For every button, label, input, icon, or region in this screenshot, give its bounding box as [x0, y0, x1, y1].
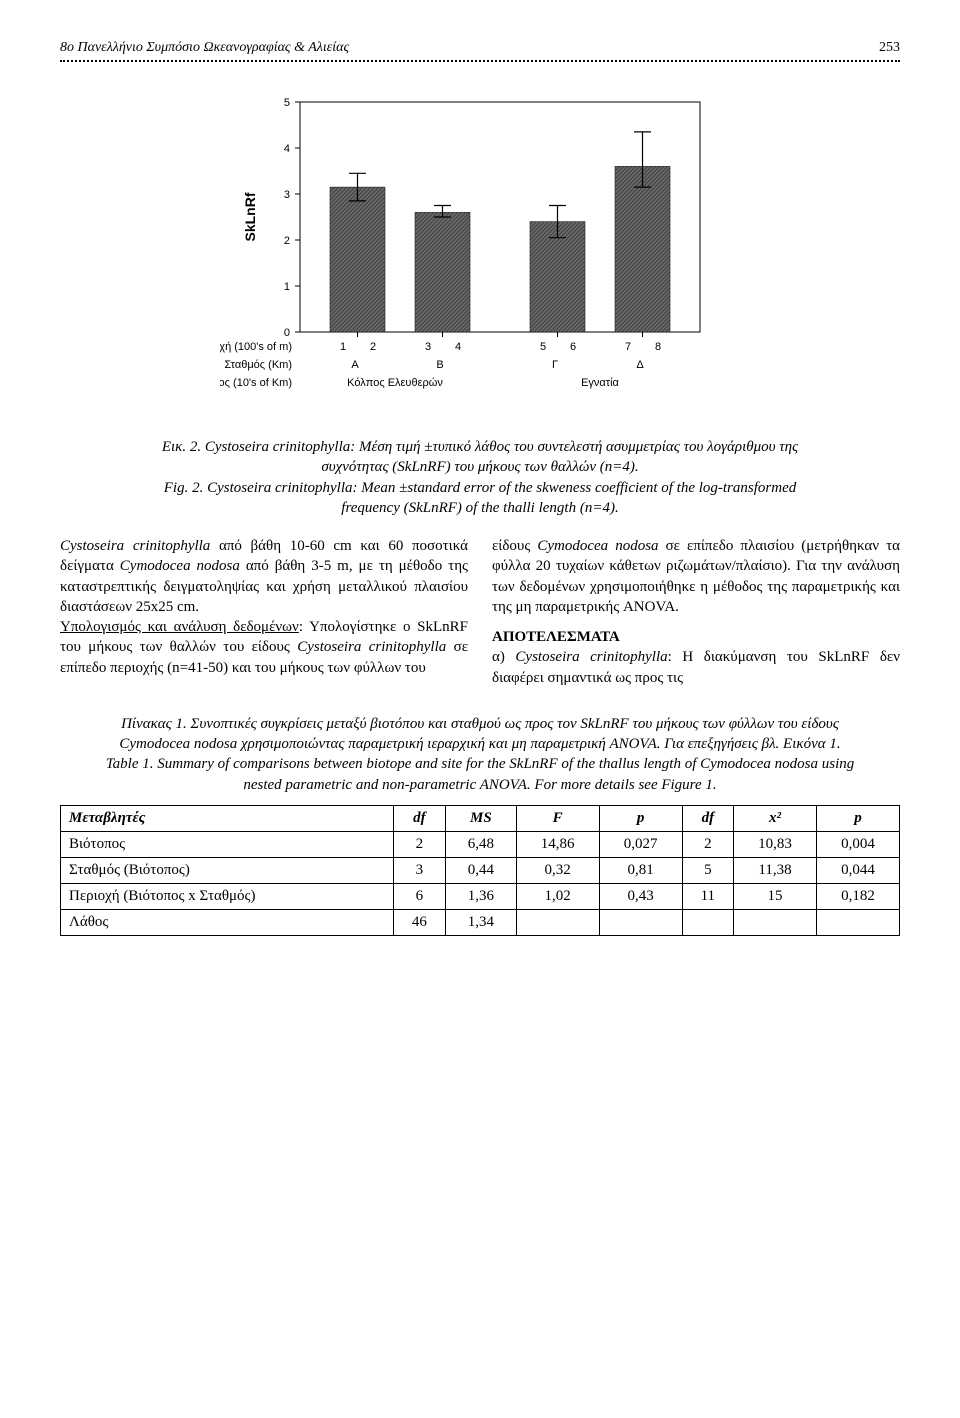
tbl-caption-gr-prefix: Πίνακας 1. — [121, 716, 190, 732]
bar-chart: 0 1 2 3 4 5 SkLnRf Περιοχή (100's of m) … — [60, 92, 900, 427]
page-header: 8ο Πανελλήνιο Συμπόσιο Ωκεανογραφίας & Α… — [60, 40, 900, 62]
left-column: Cystoseira crinitophylla από βάθη 10-60 … — [60, 536, 468, 688]
anova-table: Μεταβλητές df MS F p df x² p Βιότοπος26,… — [60, 805, 900, 936]
svg-text:8: 8 — [655, 341, 661, 353]
y-axis-label: SkLnRf — [242, 192, 258, 241]
svg-text:4: 4 — [284, 143, 290, 155]
svg-text:Β: Β — [436, 359, 443, 371]
fig-caption-en-prefix: Fig. 2. — [164, 480, 207, 496]
svg-text:3: 3 — [284, 189, 290, 201]
table-row: Περιοχή (Βιότοπος x Σταθμός)61,361,020,4… — [61, 883, 900, 909]
table-row: Σταθμός (Βιότοπος)30,440,320,81511,380,0… — [61, 857, 900, 883]
page-number: 253 — [879, 40, 900, 56]
svg-text:3: 3 — [425, 341, 431, 353]
header-title: 8ο Πανελλήνιο Συμπόσιο Ωκεανογραφίας & Α… — [60, 40, 349, 55]
svg-text:2: 2 — [370, 341, 376, 353]
svg-text:Εγνατία: Εγνατία — [581, 377, 619, 389]
svg-text:Κόλπος Ελευθερών: Κόλπος Ελευθερών — [347, 377, 443, 389]
body-columns: Cystoseira crinitophylla από βάθη 10-60 … — [60, 536, 900, 688]
svg-text:0: 0 — [284, 327, 290, 339]
right-column: είδους Cymodocea nodosa σε επίπεδο πλαισ… — [492, 536, 900, 688]
fig-caption-en: Cystoseira crinitophylla: Mean ±standard… — [207, 480, 796, 516]
table-body: Βιότοπος26,4814,860,027210,830,004Σταθμό… — [61, 831, 900, 935]
tbl-caption-gr: Συνοπτικές συγκρίσεις μεταξύ βιοτόπου κα… — [119, 716, 840, 752]
svg-text:7: 7 — [625, 341, 631, 353]
svg-text:1: 1 — [340, 341, 346, 353]
svg-text:6: 6 — [570, 341, 576, 353]
tbl-caption-en: Summary of comparisons between biotope a… — [157, 756, 854, 792]
results-heading: ΑΠΟΤΕΛΕΣΜΑΤΑ — [492, 627, 900, 647]
row2-label: Σταθμός (Km) — [224, 359, 292, 371]
svg-text:5: 5 — [540, 341, 546, 353]
table-row: Βιότοπος26,4814,860,027210,830,004 — [61, 831, 900, 857]
svg-text:5: 5 — [284, 97, 290, 109]
svg-text:Α: Α — [351, 359, 359, 371]
fig-caption-gr: Cystoseira crinitophylla: Μέση τιμή ±τυπ… — [205, 439, 798, 475]
svg-text:1: 1 — [284, 281, 290, 293]
row1-label: Περιοχή (100's of m) — [220, 341, 292, 353]
tbl-caption-en-prefix: Table 1. — [106, 756, 158, 772]
svg-text:Δ: Δ — [636, 359, 644, 371]
table-caption: Πίνακας 1. Συνοπτικές συγκρίσεις μεταξύ … — [100, 714, 860, 795]
svg-text:Γ: Γ — [552, 359, 558, 371]
svg-text:2: 2 — [284, 235, 290, 247]
table-header-row: Μεταβλητές df MS F p df x² p — [61, 805, 900, 831]
fig-caption-gr-prefix: Εικ. 2. — [162, 439, 205, 455]
chart-svg: 0 1 2 3 4 5 SkLnRf Περιοχή (100's of m) … — [220, 92, 740, 422]
svg-text:4: 4 — [455, 341, 461, 353]
table-row: Λάθος461,34 — [61, 909, 900, 935]
figure-caption: Εικ. 2. Cystoseira crinitophylla: Μέση τ… — [140, 437, 820, 518]
row3-label: Βιότοπος (10's of Km) — [220, 377, 292, 389]
